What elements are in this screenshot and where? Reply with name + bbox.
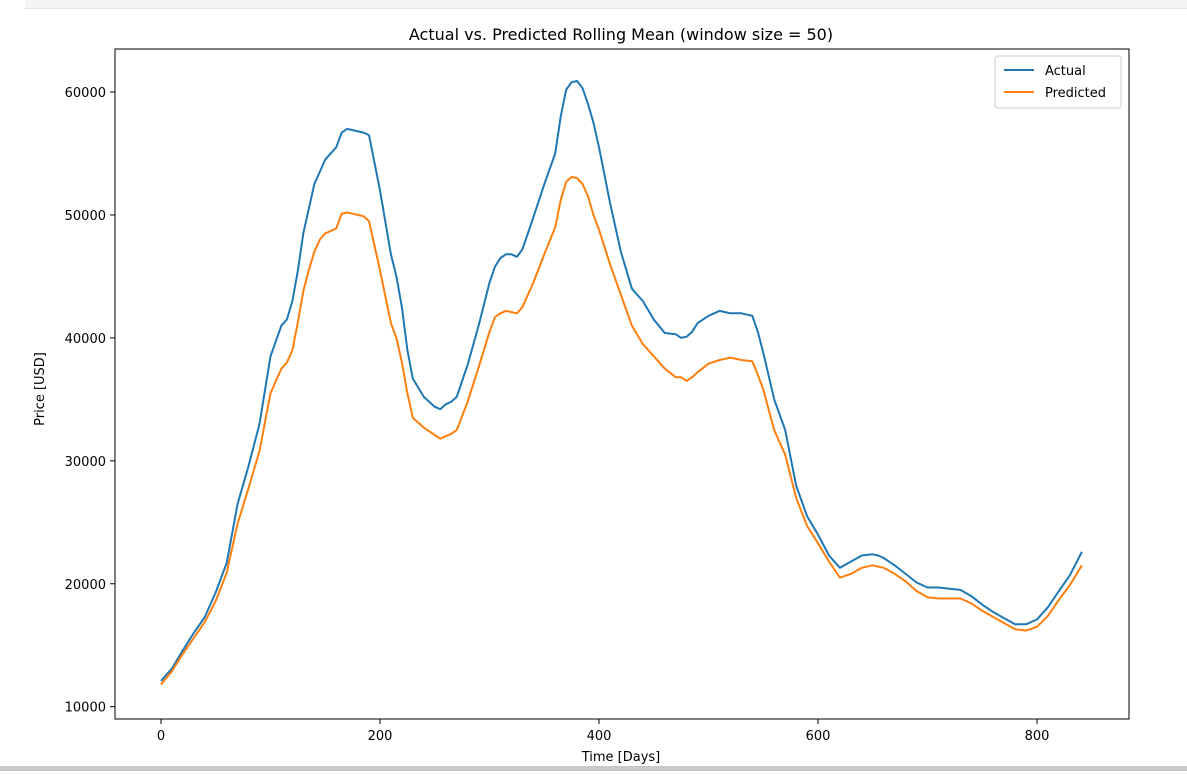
chart-title: Actual vs. Predicted Rolling Mean (windo…: [409, 25, 833, 44]
notebook-cell-top-bar: [25, 0, 1187, 9]
legend-label-predicted: Predicted: [1045, 86, 1106, 101]
series-line-actual: [160, 80, 1083, 682]
legend: Actual Predicted: [994, 55, 1122, 109]
plot-area: [114, 48, 1130, 720]
x-tick-label: 600: [806, 729, 831, 744]
y-tick-label: 10000: [65, 701, 106, 716]
x-tick-label: 200: [368, 729, 393, 744]
legend-label-actual: Actual: [1045, 64, 1086, 79]
notebook-cell-bottom-bar: [0, 766, 1187, 771]
x-tick-label: 0: [157, 729, 165, 744]
x-tick-label: 400: [587, 729, 612, 744]
y-axis-ticks: 10000 20000 30000 40000 50000 60000: [65, 86, 115, 716]
plot-frame: [114, 48, 1130, 720]
y-tick-label: 60000: [65, 86, 106, 101]
y-tick-label: 50000: [65, 209, 106, 224]
series-line-predicted: [160, 175, 1083, 686]
x-axis-label: Time [Days]: [581, 750, 661, 765]
y-tick-label: 30000: [65, 455, 106, 470]
y-tick-label: 40000: [65, 332, 106, 347]
y-tick-label: 20000: [65, 578, 106, 593]
y-axis-label: Price [USD]: [33, 352, 48, 426]
x-tick-label: 800: [1025, 729, 1050, 744]
x-axis-ticks: 0 200 400 600 800: [157, 719, 1050, 744]
